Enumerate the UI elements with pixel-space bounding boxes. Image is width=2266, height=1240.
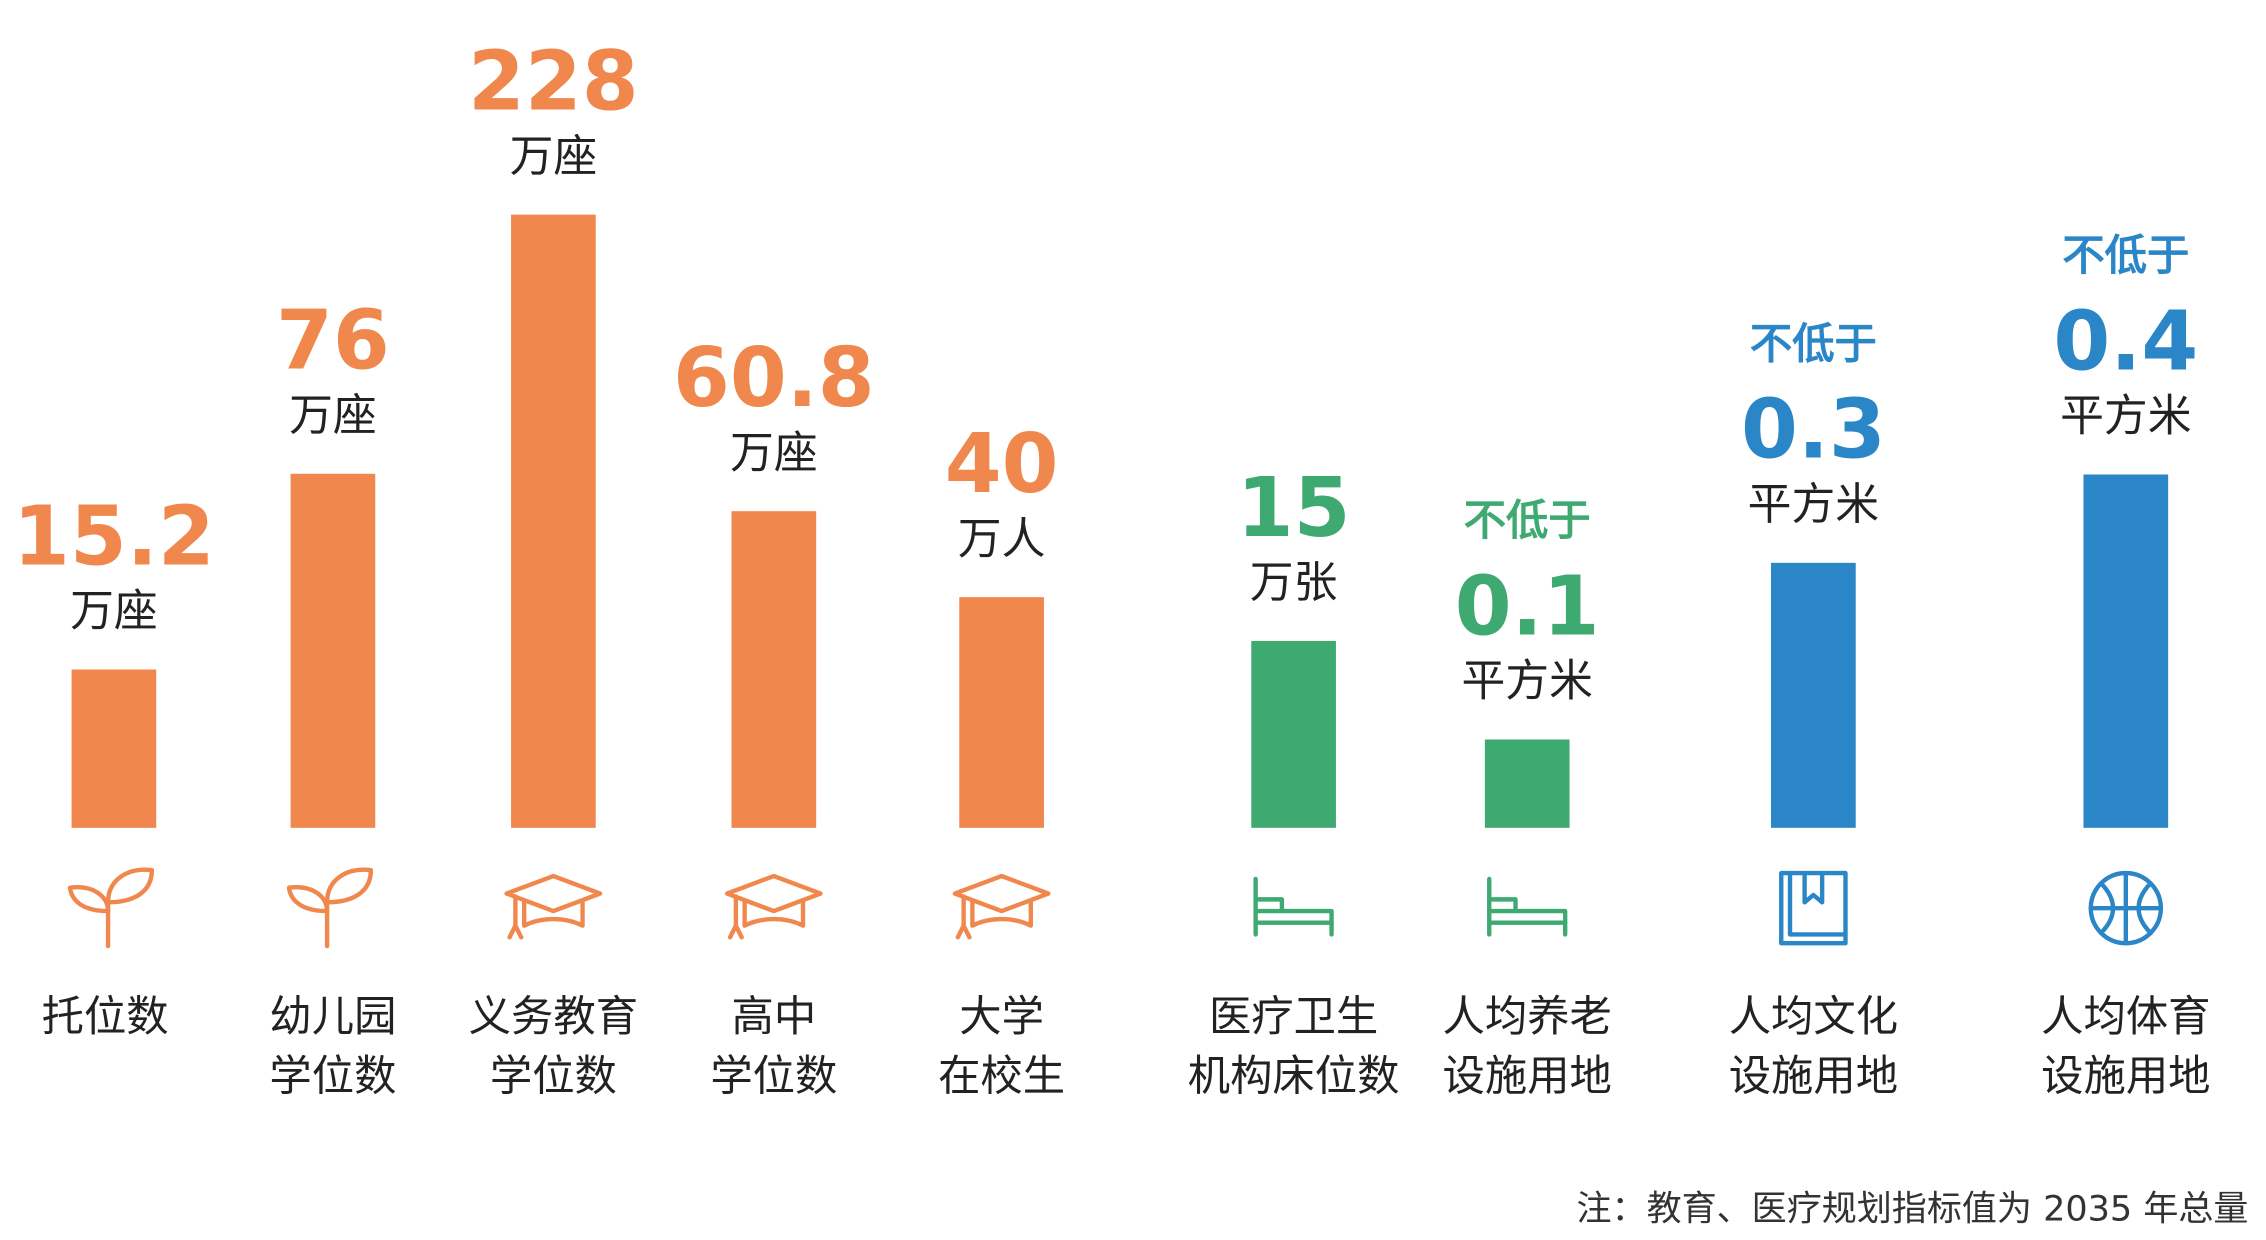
category-label: 学位数 xyxy=(710,1052,837,1101)
icon-stroke xyxy=(955,894,972,940)
icon-stroke xyxy=(724,873,823,914)
value-label: 15 xyxy=(1237,461,1351,556)
category-label: 大学 xyxy=(959,992,1044,1041)
bar xyxy=(731,511,817,828)
icon-stroke xyxy=(970,898,1033,928)
unit-label: 万张 xyxy=(1250,557,1338,608)
unit-label: 万座 xyxy=(70,586,158,637)
value-label: 40 xyxy=(945,417,1059,512)
unit-label: 万座 xyxy=(510,131,598,182)
icon-stroke xyxy=(1487,897,1568,925)
bar xyxy=(1771,562,1856,828)
value-label: 60.8 xyxy=(673,331,875,426)
category-label: 设施用地 xyxy=(1729,1052,1898,1101)
icon-stroke xyxy=(952,873,1051,914)
category-label: 人均体育 xyxy=(2041,992,2210,1041)
icon-stroke xyxy=(1787,870,1848,937)
icon-stroke xyxy=(1253,876,1334,937)
category-label: 在校生 xyxy=(938,1052,1065,1101)
icon-stroke xyxy=(507,894,524,940)
category-label: 机构床位数 xyxy=(1188,1052,1400,1101)
icon-stroke xyxy=(2098,881,2116,936)
category-label: 设施用地 xyxy=(1443,1052,1612,1101)
icon-stroke xyxy=(2136,881,2153,936)
value-label: 0.4 xyxy=(2053,294,2198,389)
icon-stroke xyxy=(742,898,806,928)
unit-label: 万座 xyxy=(289,390,377,441)
icon-stroke xyxy=(504,873,603,914)
icon-cap xyxy=(724,873,823,940)
unit-label: 平方米 xyxy=(1462,656,1593,707)
icon-stroke xyxy=(324,867,374,905)
category-label: 托位数 xyxy=(42,992,169,1041)
prefix-label: 不低于 xyxy=(1464,496,1591,545)
icon-stroke xyxy=(286,885,330,914)
unit-label: 平方米 xyxy=(2060,391,2191,442)
category-label: 高中 xyxy=(732,992,817,1041)
value-label: 0.3 xyxy=(1741,383,1886,478)
bar xyxy=(511,214,596,828)
icon-stroke xyxy=(1487,876,1568,937)
bar xyxy=(290,473,376,828)
category-label: 医疗卫生 xyxy=(1209,992,1378,1041)
bar xyxy=(1251,640,1336,828)
icon-ball xyxy=(2088,870,2164,946)
value-label: 0.1 xyxy=(1455,559,1600,654)
unit-label: 万座 xyxy=(730,427,818,478)
icon-stroke xyxy=(727,894,744,940)
footnote: 注：教育、医疗规划指标值为 2035 年总量 xyxy=(1577,1189,2249,1230)
prefix-label: 不低于 xyxy=(1750,319,1877,368)
icon-stroke xyxy=(1253,897,1334,925)
category-label: 人均养老 xyxy=(1443,992,1612,1041)
category-label: 设施用地 xyxy=(2041,1052,2210,1101)
icon-sprout xyxy=(67,867,155,949)
icon-sprout xyxy=(286,867,374,949)
icon-cap xyxy=(952,873,1051,940)
category-label: 学位数 xyxy=(490,1052,617,1101)
bar xyxy=(1484,739,1570,828)
category-label: 人均文化 xyxy=(1729,992,1898,1041)
icon-bed xyxy=(1487,876,1568,937)
bar xyxy=(2083,474,2169,828)
value-label: 228 xyxy=(468,35,639,130)
icon-stroke xyxy=(2088,870,2164,946)
category-label: 幼儿园 xyxy=(269,992,396,1041)
bar xyxy=(959,597,1044,828)
icon-stroke xyxy=(521,898,585,928)
icon-stroke xyxy=(1802,870,1825,905)
prefix-label: 不低于 xyxy=(2062,231,2189,280)
unit-label: 万人 xyxy=(958,513,1046,564)
unit-label: 平方米 xyxy=(1748,479,1879,530)
icon-stroke xyxy=(105,867,155,905)
icon-cap xyxy=(504,873,603,940)
icon-bed xyxy=(1253,876,1334,937)
icon-book xyxy=(1779,870,1848,946)
icon-stroke xyxy=(67,885,111,914)
value-label: 15.2 xyxy=(13,489,215,584)
category-label: 义务教育 xyxy=(469,992,638,1041)
value-label: 76 xyxy=(276,294,390,389)
category-label: 学位数 xyxy=(269,1052,396,1101)
bar xyxy=(71,669,157,828)
